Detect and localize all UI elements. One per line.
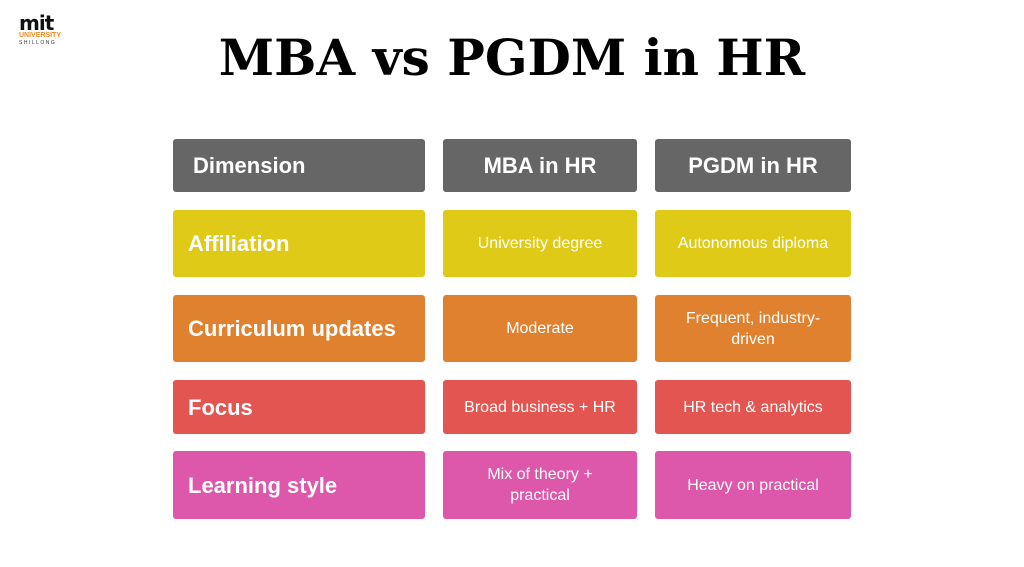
header-mba: MBA in HR (443, 139, 637, 192)
row-4-pgdm: Heavy on practical (655, 451, 851, 519)
logo-shillong: SHILLONG (19, 40, 57, 46)
row-4-mba: Mix of theory + practical (443, 451, 637, 519)
row-3-mba: Broad business + HR (443, 380, 637, 434)
row-2-dimension: Curriculum updates (173, 295, 425, 362)
row-3-dimension: Focus (173, 380, 425, 434)
row-3-pgdm: HR tech & analytics (655, 380, 851, 434)
row-4-dimension: Learning style (173, 451, 425, 519)
header-pgdm: PGDM in HR (655, 139, 851, 192)
logo-mit: mit (19, 11, 54, 35)
row-2-mba: Moderate (443, 295, 637, 362)
logo-university: UNIVERSITY (19, 32, 62, 39)
header-dimension: Dimension (173, 139, 425, 192)
page-title: MBA vs PGDM in HR (218, 28, 806, 87)
row-2-pgdm: Frequent, industry-driven (655, 295, 851, 362)
row-1-dimension: Affiliation (173, 210, 425, 277)
row-1-pgdm: Autonomous diploma (655, 210, 851, 277)
row-1-mba: University degree (443, 210, 637, 277)
university-logo: mit UNIVERSITY SHILLONG (19, 11, 69, 46)
